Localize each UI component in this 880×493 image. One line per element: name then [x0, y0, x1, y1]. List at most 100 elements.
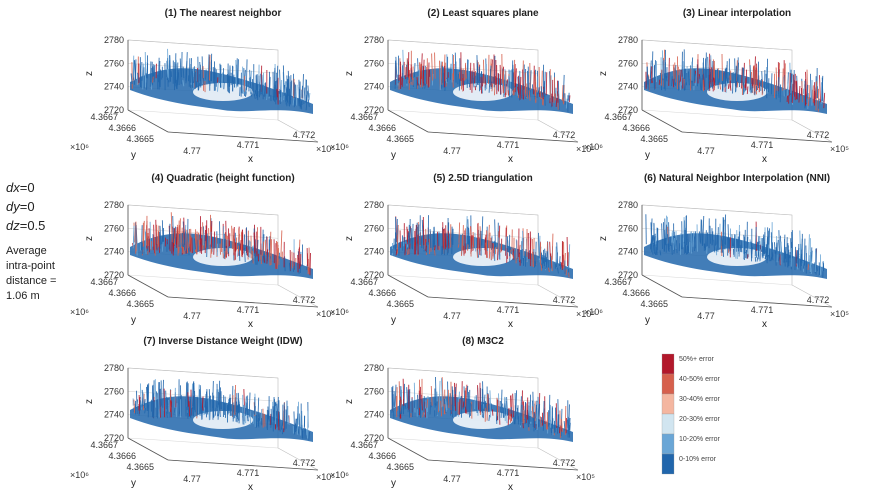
x-axis-label: x [762, 154, 767, 165]
z-tick-label: 2780 [104, 200, 124, 210]
z-tick-label: 2720 [618, 270, 638, 280]
point-cloud [130, 48, 313, 114]
y-axis-exponent: ×10⁶ [330, 142, 349, 152]
x-axis-exponent: ×10⁵ [576, 309, 595, 319]
dz-param: dz=0.5 [6, 218, 46, 233]
y-axis-exponent: ×10⁶ [70, 470, 89, 480]
y-tick-label: 4.3667 [90, 277, 118, 287]
y-tick-label: 4.3665 [640, 299, 668, 309]
z-tick-label: 2780 [104, 363, 124, 373]
x-tick-label: 4.77 [443, 146, 461, 156]
subplot-title: (2) Least squares plane [427, 8, 539, 19]
z-tick-label: 2720 [104, 433, 124, 443]
z-tick-label: 2780 [104, 35, 124, 45]
point-cloud [644, 49, 827, 114]
x-axis-exponent: ×10⁵ [316, 309, 335, 319]
x-axis-exponent: ×10⁵ [316, 144, 335, 154]
legend-label: 10-20% error [679, 436, 721, 443]
x-tick-label: 4.772 [293, 295, 316, 305]
legend-swatch [661, 353, 675, 375]
z-tick-label: 2760 [364, 223, 384, 233]
z-axis-label: z [84, 236, 95, 241]
z-tick-label: 2720 [104, 270, 124, 280]
y-axis-exponent: ×10⁶ [70, 307, 89, 317]
z-tick-label: 2760 [618, 58, 638, 68]
z-tick-label: 2720 [618, 105, 638, 115]
y-axis-exponent: ×10⁶ [584, 307, 603, 317]
subplot-3: (3) Linear interpolation 2780 2760 2740 2720… [584, 8, 849, 165]
y-tick-label: 4.3667 [90, 440, 118, 450]
point-cloud [390, 49, 573, 114]
x-tick-label: 4.771 [497, 140, 520, 150]
x-axis-exponent: ×10⁵ [316, 472, 335, 482]
y-tick-label: 4.3666 [368, 288, 396, 298]
z-tick-label: 2740 [364, 410, 384, 420]
x-axis-label: x [762, 319, 767, 330]
offset-parameters: dx=0 dy=0 dz=0.5 [6, 178, 45, 235]
x-axis-label: x [248, 482, 253, 493]
x-tick-label: 4.772 [553, 130, 576, 140]
y-axis-exponent: ×10⁶ [70, 142, 89, 152]
point-cloud [130, 379, 313, 442]
x-tick-label: 4.772 [293, 458, 316, 468]
y-axis-label: y [645, 150, 650, 161]
x-tick-label: 4.77 [697, 146, 715, 156]
x-tick-label: 4.771 [497, 468, 520, 478]
z-tick-label: 2740 [104, 247, 124, 257]
z-tick-label: 2780 [364, 200, 384, 210]
legend-label: 20-30% error [679, 416, 721, 423]
y-axis-label: y [645, 315, 650, 326]
z-tick-label: 2760 [104, 223, 124, 233]
x-tick-label: 4.772 [807, 295, 830, 305]
y-tick-label: 4.3667 [350, 440, 378, 450]
legend-label: 0-10% error [679, 456, 717, 463]
y-tick-label: 4.3665 [126, 299, 154, 309]
subplot-2: (2) Least squares plane 2780 2760 2740 2720 z… [330, 8, 595, 165]
z-tick-label: 2740 [364, 82, 384, 92]
y-axis-label: y [131, 478, 136, 489]
z-tick-label: 2760 [104, 58, 124, 68]
z-tick-label: 2720 [364, 270, 384, 280]
x-axis-label: x [508, 482, 513, 493]
z-axis-label: z [598, 236, 609, 241]
y-axis-exponent: ×10⁶ [584, 142, 603, 152]
subplot-title: (4) Quadratic (height function) [151, 173, 294, 184]
y-tick-label: 4.3667 [90, 112, 118, 122]
point-cloud [130, 212, 313, 279]
x-tick-label: 4.77 [697, 311, 715, 321]
y-tick-label: 4.3666 [108, 288, 136, 298]
legend-label: 30-40% error [679, 396, 721, 403]
dx-param: dx=0 [6, 180, 35, 195]
y-tick-label: 4.3665 [386, 462, 414, 472]
subplot-7: (7) Inverse Distance Weight (IDW) 2780 276… [70, 336, 335, 493]
y-tick-label: 4.3666 [622, 123, 650, 133]
y-axis-label: y [391, 150, 396, 161]
x-tick-label: 4.77 [183, 311, 201, 321]
dy-param: dy=0 [6, 199, 35, 214]
x-tick-label: 4.771 [237, 305, 260, 315]
x-tick-label: 4.771 [497, 305, 520, 315]
legend-swatch [661, 453, 675, 475]
z-axis-label: z [344, 399, 355, 404]
z-axis-label: z [344, 71, 355, 76]
y-tick-label: 4.3666 [622, 288, 650, 298]
z-tick-label: 2760 [104, 386, 124, 396]
x-tick-label: 4.771 [237, 140, 260, 150]
z-tick-label: 2740 [364, 247, 384, 257]
x-tick-label: 4.771 [751, 305, 774, 315]
legend-swatch [661, 433, 675, 455]
y-tick-label: 4.3666 [108, 123, 136, 133]
subplot-title: (7) Inverse Distance Weight (IDW) [143, 336, 302, 347]
y-tick-label: 4.3665 [640, 134, 668, 144]
y-tick-label: 4.3665 [126, 462, 154, 472]
y-axis-label: y [131, 150, 136, 161]
z-tick-label: 2780 [618, 200, 638, 210]
y-tick-label: 4.3666 [108, 451, 136, 461]
x-tick-label: 4.771 [751, 140, 774, 150]
legend-swatch [661, 373, 675, 395]
x-tick-label: 4.772 [293, 130, 316, 140]
x-tick-label: 4.77 [443, 474, 461, 484]
x-axis-label: x [248, 154, 253, 165]
y-axis-label: y [391, 478, 396, 489]
